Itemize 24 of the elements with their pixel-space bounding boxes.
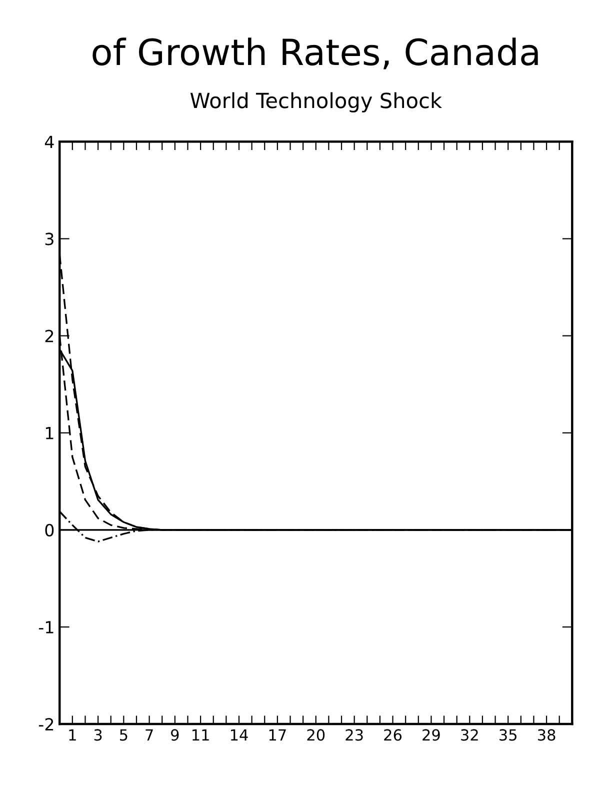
x-tick-label: 9 xyxy=(171,729,179,741)
y-tick-label: -2 xyxy=(38,718,54,730)
y-tick-label: 2 xyxy=(45,330,54,342)
x-tick-label: 23 xyxy=(346,729,363,741)
x-tick-label: 38 xyxy=(538,729,556,741)
y-tick-label: 4 xyxy=(44,136,54,148)
x-tick-label: 32 xyxy=(461,729,478,741)
y-tick-label: 1 xyxy=(46,427,54,440)
x-tick-label: 29 xyxy=(422,729,440,741)
x-tick-label: 5 xyxy=(120,729,128,741)
y-tick-label: 0 xyxy=(45,524,54,536)
chart-title: of Growth Rates, Canada xyxy=(92,38,538,70)
x-tick-label: 20 xyxy=(307,729,325,741)
x-tick-label: 11 xyxy=(192,729,209,741)
x-tick-label: 17 xyxy=(269,729,286,741)
y-tick-label: -1 xyxy=(38,621,54,634)
y-tick-label: 3 xyxy=(45,232,54,246)
x-tick-label: 3 xyxy=(94,729,102,741)
chart-subtitle: World Technology Shock xyxy=(190,92,442,112)
x-tick-label: 35 xyxy=(500,729,516,741)
x-tick-label: 7 xyxy=(146,729,153,741)
x-tick-label: 26 xyxy=(384,729,402,741)
x-tick-label: 1 xyxy=(69,729,76,741)
x-tick-label: 14 xyxy=(230,729,248,741)
